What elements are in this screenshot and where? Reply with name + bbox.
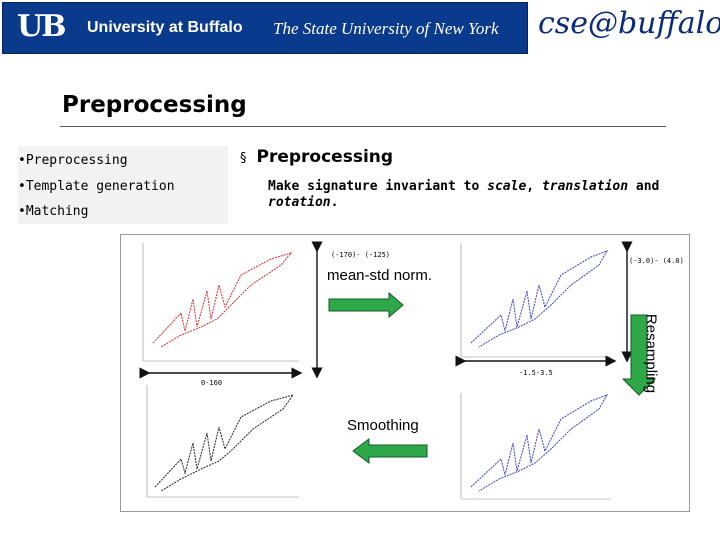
arrow-down-icon (621, 314, 657, 396)
step-label-normalization: mean-std norm. (327, 267, 433, 284)
desc-rotation: rotation (268, 195, 331, 210)
cse-logo: cse@buffalo (538, 6, 720, 41)
ub-logo: UB (17, 9, 67, 44)
plot-blue-normalized (460, 243, 611, 358)
desc-text: Make signature invariant to (268, 179, 488, 194)
outline-item-matching: •Matching (18, 204, 89, 219)
desc-text: and (628, 179, 660, 194)
range-label-top-left: (-170)- (-125) (331, 251, 391, 259)
step-label-smoothing: Smoothing (347, 417, 419, 434)
preprocessing-figure: (-170)- (-125) (-3.0)- (4.0) 0-160 -1.5-… (120, 234, 690, 512)
desc-translation: translation (541, 179, 629, 194)
section-heading: § Preprocessing (240, 147, 393, 167)
section-heading-text: Preprocessing (256, 147, 394, 167)
plot-blue-resampled (460, 393, 611, 500)
range-label-bottom-mid: -1.5-3.5 (519, 369, 553, 377)
bullet-marker-icon: § (240, 151, 247, 166)
outline-item-template: •Template generation (18, 179, 175, 194)
desc-scale: scale (487, 179, 527, 194)
university-subtitle: The State University of New York (273, 19, 499, 38)
banner: UB University at Buffalo The State Unive… (0, 0, 720, 54)
range-label-bottom-left: 0-160 (201, 379, 223, 387)
description: Make signature invariant to scale, trans… (268, 179, 688, 211)
range-label-top-right: (-3.0)- (4.0) (629, 257, 684, 265)
ub-banner: UB University at Buffalo The State Unive… (2, 2, 528, 54)
title-divider (60, 126, 666, 127)
arrow-right-icon (328, 291, 404, 319)
outline-box: •Preprocessing •Template generation •Mat… (18, 146, 228, 224)
arrow-left-icon (352, 438, 428, 464)
slide-title: Preprocessing (62, 92, 247, 118)
step-label-resampling: Resampling (642, 313, 660, 394)
outline-item-preprocessing: •Preprocessing (18, 153, 128, 168)
university-name: University at Buffalo (87, 19, 243, 36)
figure-graphics (139, 241, 657, 500)
desc-text: , (526, 179, 542, 194)
desc-text: . (330, 195, 339, 210)
plot-red-original (142, 243, 299, 362)
plot-black-smoothed (146, 385, 299, 498)
